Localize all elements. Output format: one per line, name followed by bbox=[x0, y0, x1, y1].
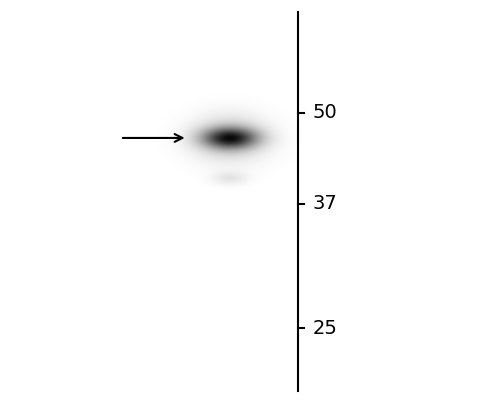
Text: 37: 37 bbox=[312, 194, 337, 213]
Text: 25: 25 bbox=[312, 319, 338, 338]
Text: 50: 50 bbox=[312, 103, 337, 123]
